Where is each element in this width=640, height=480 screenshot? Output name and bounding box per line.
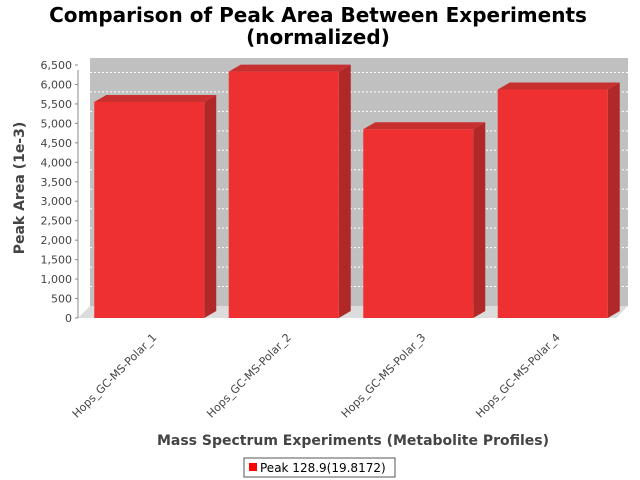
legend-swatch <box>249 463 257 471</box>
bar-top <box>363 122 486 130</box>
y-tick-label: 2,000 <box>41 234 73 247</box>
bar-top <box>228 64 351 72</box>
y-tick-label: 1,000 <box>41 273 73 286</box>
bar <box>497 82 620 318</box>
y-tick-label: 1,500 <box>41 254 73 267</box>
bar-front <box>363 129 474 318</box>
y-tick-label: 5,000 <box>41 117 73 130</box>
legend-box <box>243 457 396 478</box>
bar <box>228 64 351 319</box>
x-tick-label: Hops_GC-MS-Polar_3 <box>339 331 429 421</box>
y-axis-title: Peak Area (1e-3) <box>12 122 28 255</box>
bar-front <box>94 101 205 318</box>
x-tick-label: Hops_GC-MS-Polar_2 <box>204 331 294 421</box>
bar-front <box>228 71 339 319</box>
x-axis-title: Mass Spectrum Experiments (Metabolite Pr… <box>157 433 549 449</box>
y-ticks: 0 500 1,000 1,500 2,000 2,500 3,000 3,500 4,000 4… <box>41 59 78 325</box>
y-tick-label: 3,500 <box>41 176 73 189</box>
bar <box>363 122 486 318</box>
x-tick-labels: Hops_GC-MS-Polar_1 Hops_GC-MS-Polar_2 Hops… <box>70 331 563 421</box>
y-tick-label: 3,000 <box>41 195 73 208</box>
bar-side <box>338 64 351 319</box>
y-tick-label: 6,500 <box>41 59 73 72</box>
x-tick-label: Hops_GC-MS-Polar_4 <box>473 331 563 421</box>
y-tick-label: 4,000 <box>41 156 73 169</box>
y-tick-label: 2,500 <box>41 215 73 228</box>
y-tick-label: 4,500 <box>41 137 73 150</box>
bar-side <box>607 82 620 318</box>
bar-side <box>473 122 486 318</box>
legend: Peak 128.9(19.8172) <box>243 457 396 478</box>
bar-front <box>497 89 608 318</box>
y-tick-label: 0 <box>65 312 72 325</box>
chart-subtitle: (normalized) <box>246 25 390 49</box>
y-tick-label: 5,500 <box>41 98 73 111</box>
bar-side <box>204 94 217 318</box>
bars <box>94 64 620 319</box>
legend-label: Peak 128.9(19.8172) <box>260 461 386 475</box>
bar <box>94 94 217 318</box>
bar-top <box>94 94 217 102</box>
y-tick-label: 500 <box>51 293 72 306</box>
bar-top <box>497 82 620 90</box>
chart-title: Comparison of Peak Area Between Experime… <box>49 3 587 27</box>
plot-back-wall <box>90 58 628 306</box>
x-tick-label: Hops_GC-MS-Polar_1 <box>70 331 160 421</box>
y-tick-label: 6,000 <box>41 78 73 91</box>
